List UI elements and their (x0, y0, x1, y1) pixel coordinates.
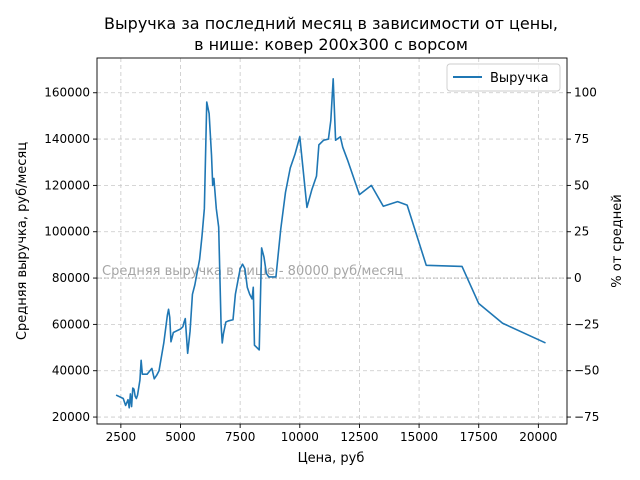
chart-title-line1: Выручка за последний месяц в зависимости… (104, 14, 558, 33)
y-axis-label: Средняя выручка, руб/месяц (15, 142, 30, 340)
legend: Выручка (446, 63, 561, 92)
x-axis-label: Цена, руб (298, 451, 365, 466)
y-tick-label: 140000 (44, 132, 90, 146)
x-tick-label: 2500 (106, 430, 137, 444)
y-right-tick-label: 50 (574, 178, 589, 192)
x-axis: 2500 5000 7500 10000 12500 15000 17500 20000 (106, 424, 557, 444)
y-axis-right-label: % от средней (610, 194, 625, 287)
y-right-tick-label: 25 (574, 225, 589, 239)
x-tick-label: 7500 (225, 430, 256, 444)
y-right-tick-label: 100 (574, 86, 597, 100)
reference-line-group: Средняя выручка в нише - 80000 руб/месяц (97, 264, 567, 279)
x-tick-label: 12500 (340, 430, 378, 444)
x-tick-label: 5000 (165, 430, 196, 444)
y-axis-right: −75 −50 −25 0 25 50 75 100 (567, 86, 599, 424)
series-line (115, 78, 546, 409)
x-tick-label: 20000 (519, 430, 557, 444)
x-tick-label: 15000 (400, 430, 438, 444)
y-tick-label: 80000 (52, 271, 90, 285)
y-tick-label: 20000 (52, 410, 90, 424)
y-right-tick-label: 75 (574, 132, 589, 146)
y-tick-label: 160000 (44, 86, 90, 100)
y-right-tick-label: −50 (574, 364, 599, 378)
y-right-tick-label: 0 (574, 271, 582, 285)
plot-frame (96, 57, 568, 425)
y-right-tick-label: −75 (574, 410, 599, 424)
legend-label: Выручка (490, 71, 549, 86)
x-tick-label: 17500 (460, 430, 498, 444)
legend-box (446, 63, 561, 92)
y-right-tick-label: −25 (574, 317, 599, 331)
grid (97, 58, 567, 424)
chart-title-line2: в нише: ковер 200х300 с ворсом (194, 35, 468, 54)
y-tick-label: 100000 (44, 225, 90, 239)
reference-line-label: Средняя выручка в нише - 80000 руб/месяц (102, 264, 403, 279)
y-tick-label: 120000 (44, 178, 90, 192)
x-tick-label: 10000 (281, 430, 319, 444)
y-tick-label: 60000 (52, 317, 90, 331)
y-tick-label: 40000 (52, 364, 90, 378)
series-layer (115, 78, 546, 409)
y-axis-left: 20000 40000 60000 80000 100000 120000 140000 16… (44, 86, 97, 424)
